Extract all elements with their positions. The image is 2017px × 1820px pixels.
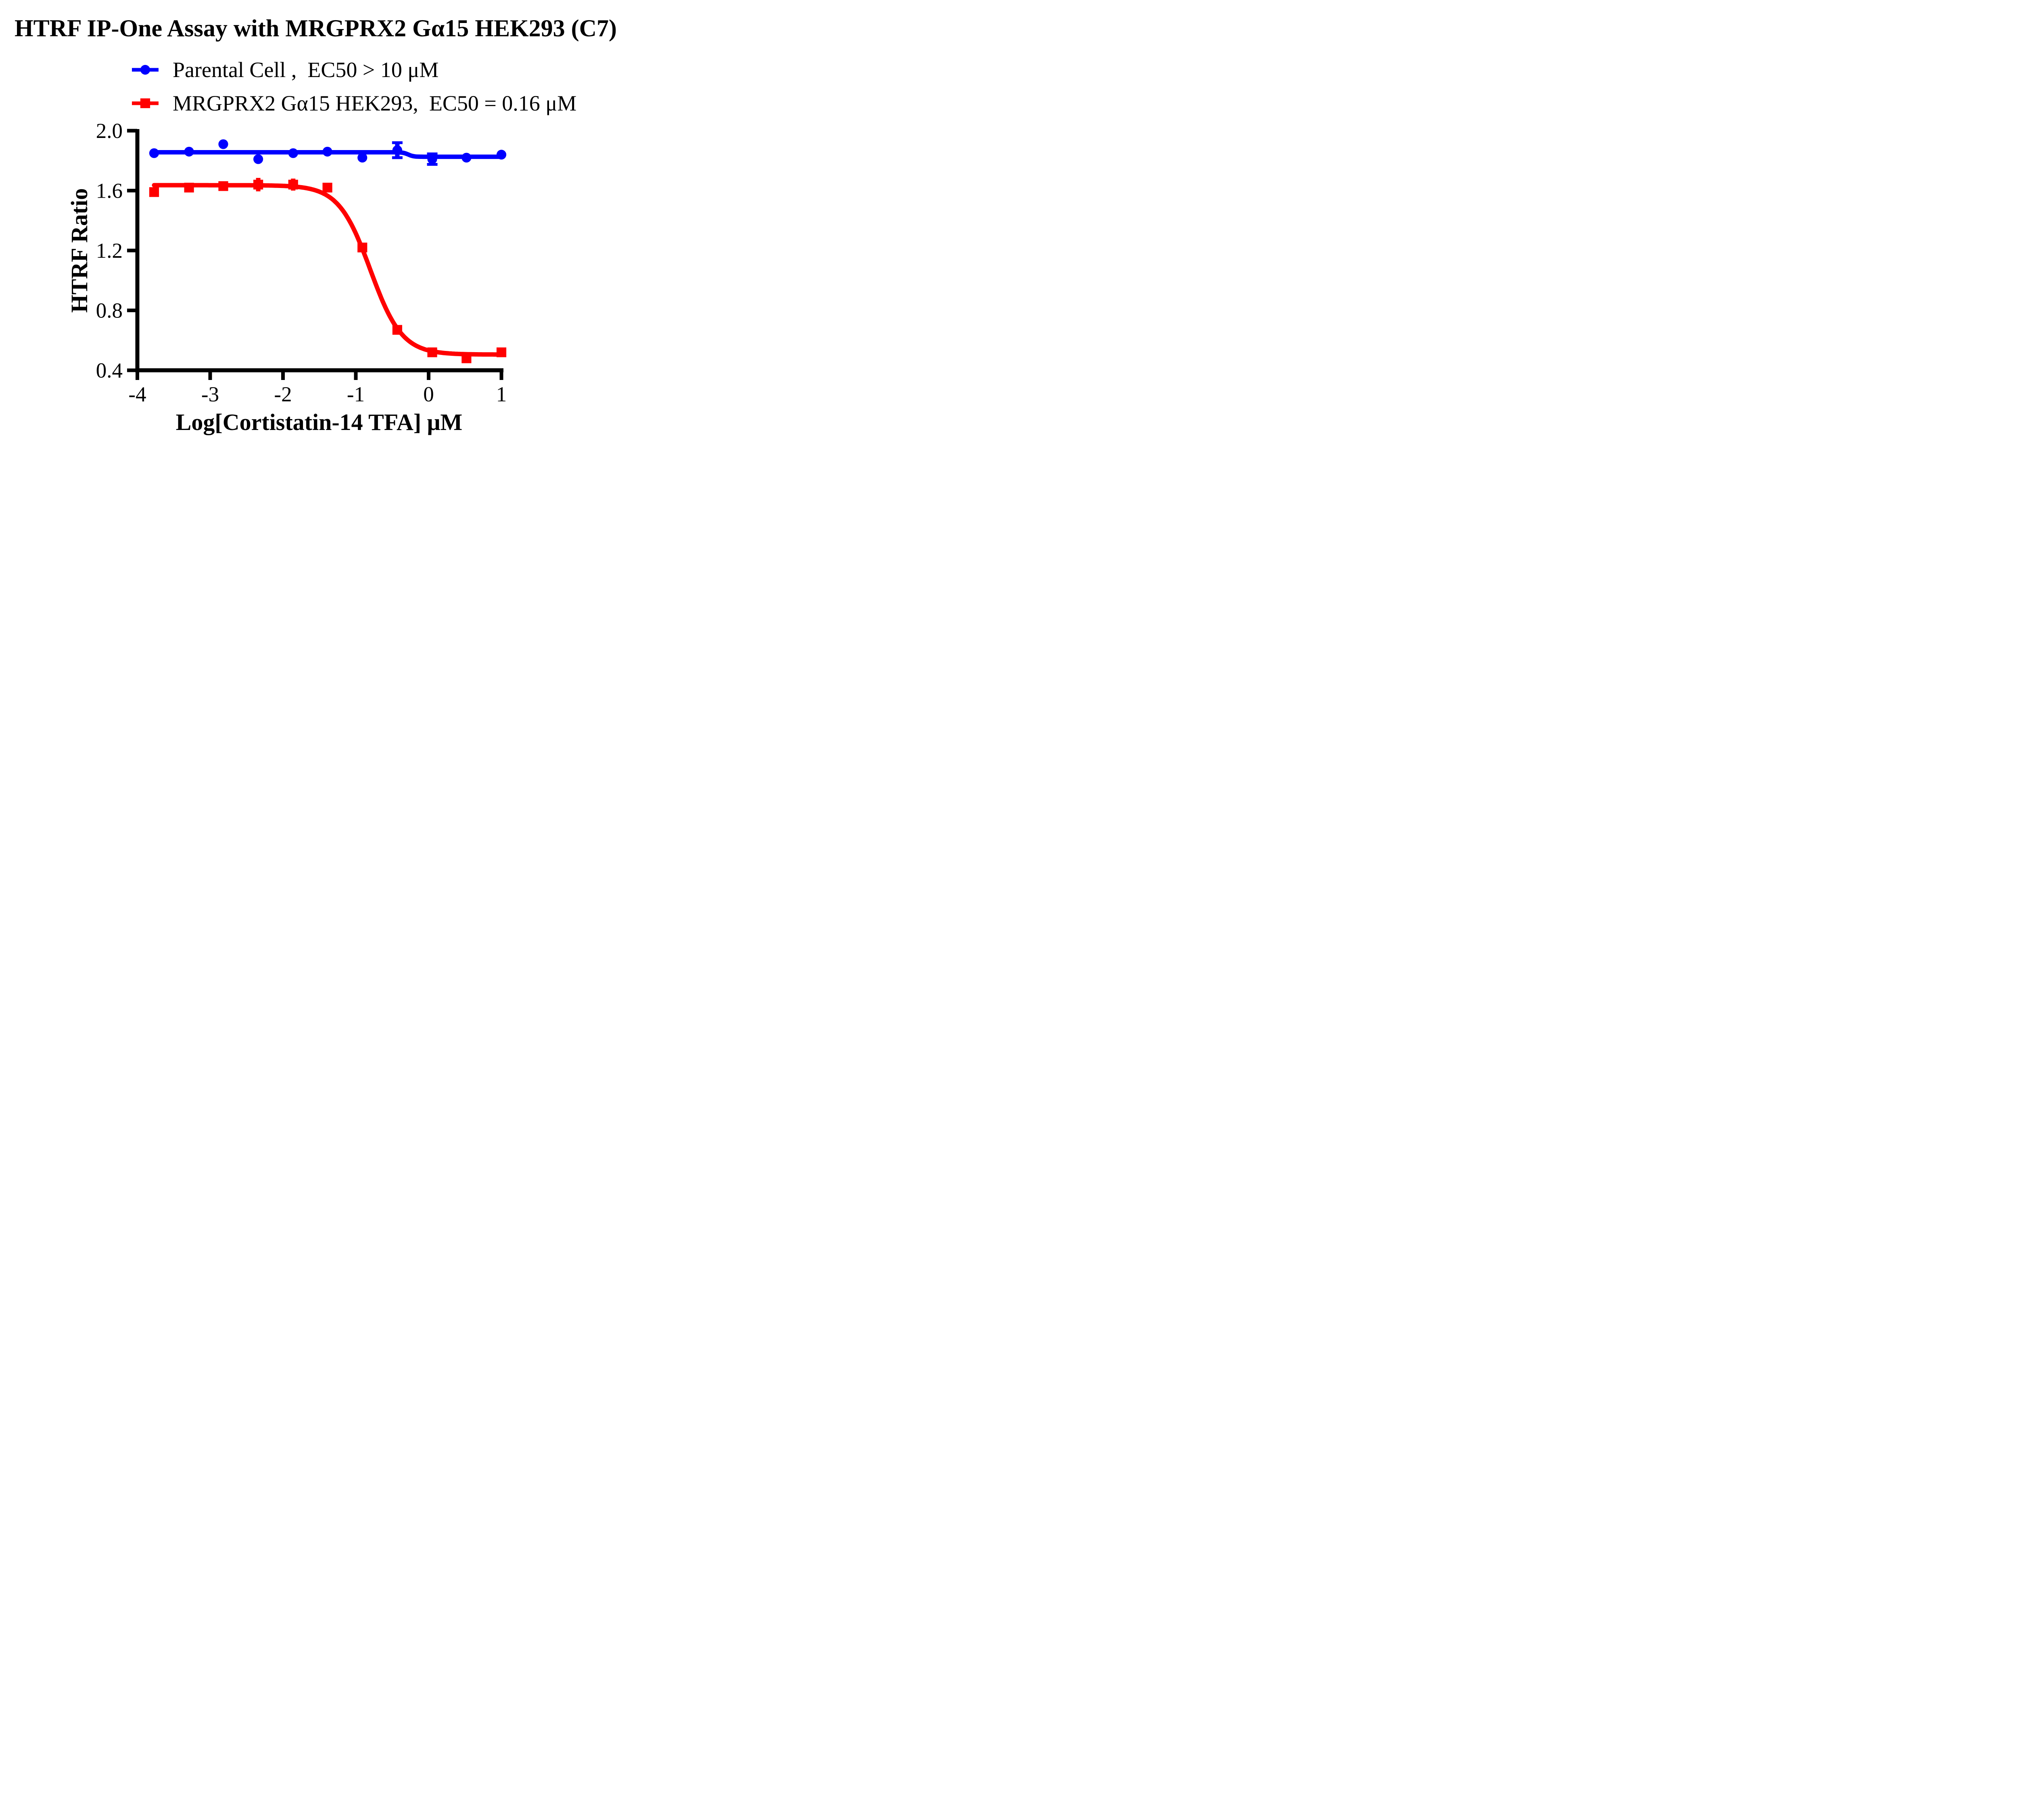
data-point-square [461,353,472,363]
x-tick-label: -4 [128,383,146,406]
chart-title: HTRF IP-One Assay with MRGPRX2 Gα15 HEK2… [15,15,617,42]
x-axis-title: Log[Cortistatin-14 TFA] μM [176,409,463,435]
legend-item-mrgprx2: MRGPRX2 Gα15 HEK293, EC50 = 0.16 μM [132,90,576,116]
y-axis-title: HTRF Ratio [66,188,92,313]
data-point-square [357,242,367,253]
axes-spines [135,129,503,372]
x-tick-label: 1 [496,383,507,406]
data-point-square [184,182,194,193]
legend-label-parental-cell: Parental Cell , EC50 > 10 μM [173,58,439,82]
data-point-circle [149,148,159,158]
data-point-circle [496,150,507,160]
figure-canvas: HTRF IP-One Assay with MRGPRX2 Gα15 HEK2… [0,0,631,455]
data-point-circle [253,154,263,164]
y-tick-label: 1.6 [96,179,123,203]
data-point-circle [392,145,402,155]
y-tick-label: 1.2 [96,239,123,263]
data-point-circle [184,146,194,157]
data-point-square [322,182,332,193]
legend-marker-circle-icon [132,65,159,75]
data-point-circle [322,146,332,157]
data-point-square [288,179,298,190]
legend-item-parental-cell: Parental Cell , EC50 > 10 μM [132,57,438,83]
data-point-square [253,179,263,190]
plot-area: 2.0 1.6 1.2 0.8 0.4-4 -3 -2 -1 0 1 Log[Cortistati… [66,119,507,435]
data-point-circle [288,148,298,158]
x-tick-label: -2 [274,383,292,406]
data-point-circle [218,139,228,149]
generated-plot-content: 2.0 1.6 1.2 0.8 0.4-4 -3 -2 -1 0 1 [96,119,507,406]
data-point-square [149,187,159,197]
data-point-circle [357,152,367,163]
y-tick-label: 0.8 [96,299,123,323]
y-tick-label: 2.0 [96,119,123,143]
data-point-circle [427,154,437,164]
x-tick-label: 0 [423,383,434,406]
data-point-circle [461,152,472,163]
data-point-square [218,181,228,191]
square-series-fit-curve [152,183,504,357]
data-point-square [427,347,437,357]
x-tick-label: -3 [201,383,219,406]
x-tick-label: -1 [347,383,365,406]
legend-label-mrgprx2: MRGPRX2 Gα15 HEK293, EC50 = 0.16 μM [173,91,577,115]
y-tick-label: 0.4 [96,359,123,382]
data-point-square [496,347,507,357]
data-point-square [392,325,402,335]
legend-circle-marker [140,65,150,75]
legend-marker-square-icon [132,98,159,109]
legend-square-marker [140,98,150,109]
